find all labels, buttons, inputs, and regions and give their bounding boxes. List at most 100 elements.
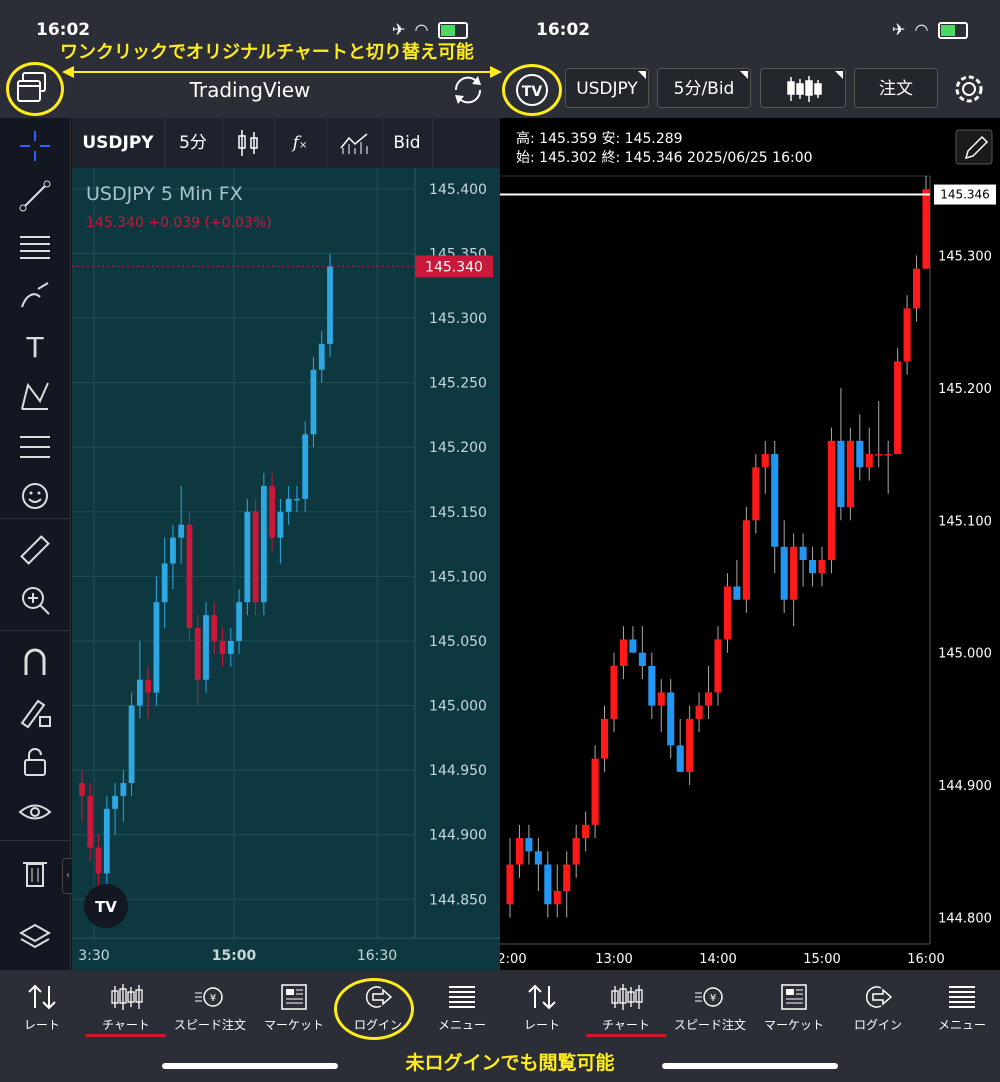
login-icon <box>865 986 893 1008</box>
right-time-tick: 13:00 <box>595 952 632 967</box>
draw-button[interactable] <box>955 129 993 165</box>
candlestick-icon <box>611 984 643 1010</box>
nav-chart-left[interactable]: チャート <box>84 978 168 1033</box>
refresh-icon[interactable] <box>448 70 488 110</box>
left-candle <box>294 485 300 512</box>
right-candle <box>913 255 921 322</box>
nav-label: ログイン <box>853 1018 902 1032</box>
left-price-tick: 145.250 <box>429 376 487 392</box>
svg-text:T: T <box>25 331 44 363</box>
right-candle <box>846 427 854 521</box>
right-ohlc-line1: 高: 145.359 安: 145.289 <box>516 130 683 147</box>
tradingview-watermark: TV <box>84 884 128 928</box>
right-candle <box>894 348 902 455</box>
nav-chart-right[interactable]: チャート <box>584 978 668 1033</box>
nav-rate-right[interactable]: レート <box>500 978 584 1033</box>
left-candle <box>194 615 201 706</box>
visibility-tool[interactable] <box>13 790 57 834</box>
prediction-tool[interactable] <box>13 424 57 468</box>
brush-tool[interactable] <box>13 274 57 318</box>
left-price-type-button[interactable]: Bid <box>382 118 433 168</box>
home-indicator-left <box>162 1063 338 1069</box>
airplane-icon: ✈ <box>892 20 906 39</box>
left-price-axis[interactable] <box>415 168 500 938</box>
object-tree-tool[interactable] <box>13 914 57 958</box>
tradingview-toggle-button[interactable]: TV <box>502 64 562 116</box>
text-tool[interactable]: T <box>13 324 57 368</box>
status-icons-left: ✈ ◠ <box>392 20 468 39</box>
gear-icon[interactable] <box>948 68 990 110</box>
tradingview-logo-icon: TV <box>95 898 117 916</box>
right-candle <box>563 851 571 918</box>
right-candle <box>752 454 760 534</box>
left-price-tick: 145.000 <box>429 699 487 715</box>
drawing-toolbar: T <box>0 118 71 970</box>
chart-line-icon <box>340 133 368 154</box>
symbol-button[interactable]: USDJPY <box>565 68 649 108</box>
crosshair-icon <box>20 131 50 161</box>
nav-login-left[interactable]: ログイン <box>336 978 420 1033</box>
left-time-tick: 15:00 <box>212 948 257 964</box>
magnet-tool[interactable] <box>13 640 57 684</box>
switch-chart-button[interactable] <box>6 62 64 116</box>
left-candle <box>219 628 226 667</box>
eye-icon <box>18 804 52 820</box>
nav-menu-right[interactable]: メニュー <box>920 978 1000 1033</box>
right-candle <box>591 745 599 839</box>
zoom-tool[interactable] <box>13 578 57 622</box>
lock-drawings-tool[interactable] <box>13 690 57 734</box>
interval-button[interactable]: 5分/Bid <box>657 68 751 108</box>
left-candle <box>310 356 317 448</box>
left-indicators-button[interactable]: f× <box>274 118 327 168</box>
left-last-price-badge <box>415 255 493 278</box>
trendline-tool[interactable] <box>13 174 57 218</box>
right-price-tick: 145.000 <box>938 647 992 662</box>
right-candle <box>903 295 911 375</box>
left-symbol-button[interactable]: USDJPY <box>72 118 165 168</box>
right-candle <box>601 705 609 772</box>
lock-tool[interactable] <box>13 740 57 784</box>
order-button[interactable]: 注文 <box>854 68 938 108</box>
left-candle <box>120 770 127 822</box>
status-icons-right: ✈ ◠ <box>892 20 968 39</box>
left-price-tick: 144.950 <box>429 763 487 779</box>
right-candle <box>544 851 552 918</box>
active-tab-indicator-right <box>586 1034 666 1037</box>
ruler-icon <box>20 535 50 565</box>
left-candle <box>170 524 176 590</box>
left-candle <box>277 498 284 564</box>
nav-rate-left[interactable]: レート <box>0 978 84 1033</box>
right-chart-canvas[interactable]: 145.300 145.200 145.100 145.000 144.900 144.8… <box>497 118 1000 970</box>
nav-menu-left[interactable]: メニュー <box>420 978 504 1033</box>
crosshair-tool[interactable] <box>13 124 57 168</box>
left-chart-type-button[interactable] <box>222 118 275 168</box>
right-candle <box>553 864 561 918</box>
nav-speed-order-right[interactable]: ¥ スピード注文 <box>668 978 752 1033</box>
right-chart[interactable]: 145.300 145.200 145.100 145.000 144.900 144.8… <box>497 118 1000 970</box>
right-candle <box>733 560 741 600</box>
right-candle <box>856 414 864 481</box>
right-candle <box>572 824 580 878</box>
right-candle <box>799 533 807 587</box>
nav-market-right[interactable]: マーケット <box>752 978 836 1033</box>
left-compare-button[interactable] <box>326 118 383 168</box>
icon-tool[interactable] <box>13 474 57 518</box>
annotation-top: ワンクリックでオリジナルチャートと切り替え可能 <box>60 42 474 63</box>
left-chart-canvas[interactable]: 145.400145.350145.300145.250145.200145.1… <box>72 168 500 970</box>
fib-tool[interactable] <box>13 224 57 268</box>
nav-market-left[interactable]: マーケット <box>252 978 336 1033</box>
nav-label: メニュー <box>437 1018 486 1032</box>
delete-tool[interactable] <box>13 850 57 894</box>
menu-icon <box>449 986 475 1008</box>
chart-type-button[interactable] <box>760 68 846 108</box>
left-chart[interactable]: 145.400 145.350 145.300 145.250 145.200 145.1… <box>72 168 500 970</box>
nav-speed-order-left[interactable]: ¥ スピード注文 <box>168 978 252 1033</box>
measure-tool[interactable] <box>13 528 57 572</box>
pattern-icon <box>21 382 49 410</box>
nav-login-right[interactable]: ログイン <box>836 978 920 1033</box>
nav-label: スピード注文 <box>173 1018 246 1032</box>
nav-label: チャート <box>602 1018 650 1032</box>
left-price-tick: 145.300 <box>429 311 487 327</box>
left-interval-button[interactable]: 5分 <box>164 118 223 168</box>
pattern-tool[interactable] <box>13 374 57 418</box>
